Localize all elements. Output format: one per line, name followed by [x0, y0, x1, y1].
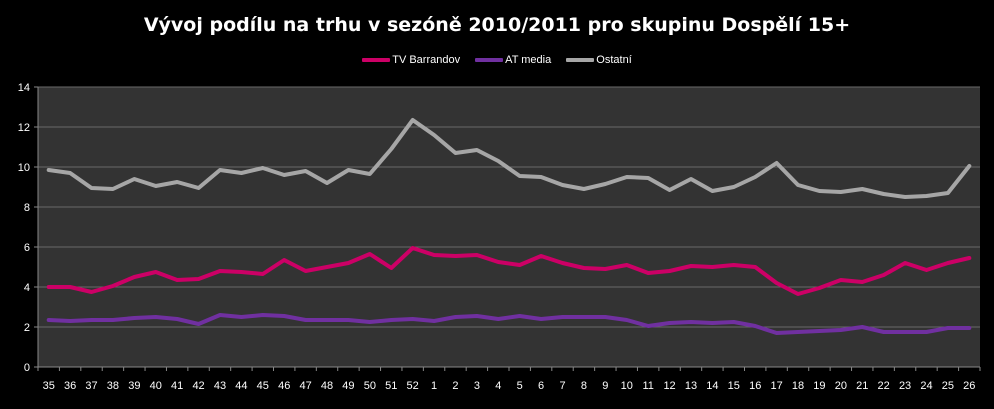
y-tick-label: 0 [24, 362, 30, 374]
x-tick-label: 7 [559, 380, 565, 392]
x-tick-label: 8 [581, 380, 587, 392]
x-tick-label: 37 [85, 380, 97, 392]
y-tick-label: 12 [18, 122, 30, 134]
legend-entry-at-media: AT media [475, 54, 551, 66]
x-tick-label: 42 [192, 380, 204, 392]
x-tick-label: 25 [942, 380, 954, 392]
x-tick-label: 13 [685, 380, 697, 392]
legend-label-tv-barrandov: TV Barrandov [392, 54, 461, 66]
x-tick-label: 17 [770, 380, 782, 392]
y-tick-label: 14 [18, 82, 30, 94]
legend-swatch-tv-barrandov [362, 58, 391, 63]
x-tick-label: 38 [107, 380, 119, 392]
x-tick-label: 47 [299, 380, 311, 392]
x-tick-label: 19 [813, 380, 825, 392]
x-tick-label: 35 [43, 380, 55, 392]
x-tick-label: 48 [321, 380, 333, 392]
x-tick-label: 11 [642, 380, 653, 392]
legend-swatch-at-media [475, 58, 504, 63]
x-tick-label: 2 [452, 380, 458, 392]
x-tick-label: 41 [171, 380, 183, 392]
y-tick-label: 2 [24, 322, 30, 334]
x-tick-label: 9 [602, 380, 608, 392]
x-tick-label: 3 [474, 380, 480, 392]
x-tick-label: 45 [257, 380, 269, 392]
series-line-tv-barrandov [46, 246, 972, 296]
y-tick-label: 6 [24, 242, 30, 254]
x-tick-label: 49 [342, 380, 354, 392]
x-tick-label: 14 [706, 380, 718, 392]
x-tick-label: 16 [749, 380, 761, 392]
x-tick-label: 1 [431, 380, 437, 392]
x-tick-label: 43 [214, 380, 226, 392]
legend: TV Barrandov AT media Ostatní [0, 54, 994, 66]
x-tick-label: 23 [899, 380, 911, 392]
x-tick-label: 15 [728, 380, 740, 392]
x-tick-label: 36 [64, 380, 76, 392]
series-line-ostatni [46, 118, 972, 199]
x-tick-label: 10 [621, 380, 633, 392]
x-tick-label: 46 [278, 380, 290, 392]
plot-area [38, 87, 980, 367]
series-line-at-media [46, 313, 972, 335]
x-tick-label: 24 [920, 380, 932, 392]
legend-label-ostatni: Ostatní [596, 54, 632, 66]
x-tick-label: 51 [385, 380, 397, 392]
x-tick-label: 18 [792, 380, 804, 392]
x-tick-label: 40 [150, 380, 162, 392]
y-tick-label: 8 [24, 202, 30, 214]
x-tick-label: 12 [663, 380, 675, 392]
chart-title: Vývoj podílu na trhu v sezóně 2010/2011 … [143, 14, 851, 36]
x-tick-label: 52 [407, 380, 419, 392]
legend-swatch-ostatni [566, 58, 595, 63]
x-tick-label: 21 [856, 380, 868, 392]
legend-entry-tv-barrandov: TV Barrandov [362, 54, 460, 66]
x-tick-label: 4 [495, 380, 501, 392]
x-tick-label: 20 [835, 380, 847, 392]
legend-label-at-media: AT media [505, 54, 552, 66]
x-tick-label: 39 [128, 380, 140, 392]
x-tick-label: 6 [538, 380, 544, 392]
y-tick-label: 10 [18, 162, 30, 174]
x-tick-label: 50 [364, 380, 376, 392]
legend-entry-ostatni: Ostatní [566, 54, 632, 66]
x-tick-label: 26 [963, 380, 975, 392]
y-tick-label: 4 [24, 282, 30, 294]
x-tick-label: 22 [878, 380, 890, 392]
x-tick-label: 44 [235, 380, 247, 392]
x-tick-label: 5 [517, 380, 523, 392]
